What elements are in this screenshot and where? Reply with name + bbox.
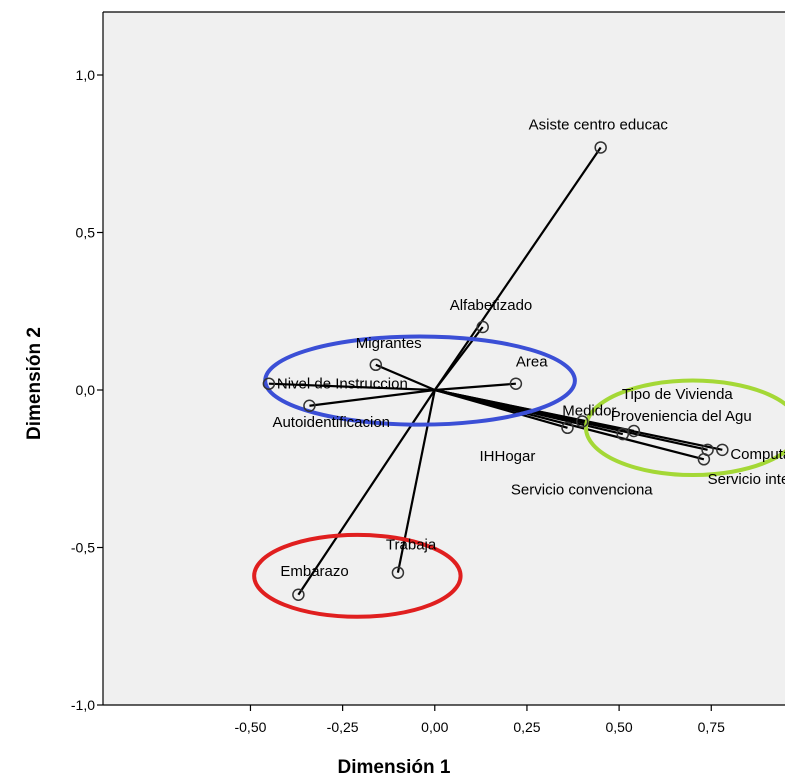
point-labels-layer: Asiste centro educac Alfabetizado Migrante… <box>272 116 785 579</box>
y-tick-label: -0,5 <box>71 540 95 556</box>
point-label: Servicio internet <box>708 471 785 488</box>
x-tick-label: -0,25 <box>327 719 359 735</box>
y-axis-title: Dimensión 2 <box>24 327 45 440</box>
data-point <box>476 320 489 334</box>
group-ellipse <box>583 378 785 478</box>
data-point <box>391 566 405 579</box>
data-point <box>369 358 383 372</box>
vector-line <box>396 389 436 573</box>
axes-layer: -0,50 -0,25 0,00 0,25 0,50 0,75 1,0 0,5 0,0 -0,5 -… <box>71 11 785 735</box>
x-tick-label: 0,75 <box>698 719 725 735</box>
data-point <box>575 415 589 428</box>
y-tick-label: 0,0 <box>76 382 96 398</box>
data-point <box>594 141 607 154</box>
data-point <box>697 453 711 466</box>
x-tick-label: -0,50 <box>234 719 266 735</box>
vector-line <box>309 388 435 407</box>
point-label: Alfabetizado <box>450 297 533 314</box>
data-point <box>509 377 523 390</box>
data-point <box>616 427 630 441</box>
data-point <box>262 377 276 390</box>
point-label: Servicio convenciona <box>511 481 653 498</box>
point-label: Area <box>516 354 548 371</box>
point-label: Trabaja <box>386 537 437 554</box>
y-tick-label: 0,5 <box>76 225 96 241</box>
x-axis-title: Dimensión 1 <box>338 757 451 778</box>
point-label: Proveniencia del Agu <box>611 408 752 425</box>
point-label: Embarazo <box>280 563 348 580</box>
vectors-layer <box>268 146 723 596</box>
points-layer <box>262 141 729 601</box>
vector-line <box>434 382 516 392</box>
y-tick-label: 1,0 <box>76 67 96 83</box>
data-point <box>303 399 316 412</box>
vector-line <box>268 382 435 392</box>
data-point <box>716 443 729 457</box>
point-label: Autoidentificacion <box>272 414 390 431</box>
data-point <box>292 588 305 601</box>
point-label: Computadora <box>730 446 785 463</box>
point-label: IHHogar <box>479 448 535 465</box>
point-label: Asiste centro educac <box>529 116 669 133</box>
y-tick-label: -1,0 <box>71 697 95 713</box>
group-ellipse <box>252 532 463 619</box>
vector-line <box>434 388 705 461</box>
x-tick-label: 0,25 <box>513 719 540 735</box>
x-tick-label: 0,50 <box>605 719 632 735</box>
vector-line <box>433 146 602 391</box>
vector-line <box>434 388 708 451</box>
vector-line <box>375 363 436 392</box>
plot-area <box>103 12 785 705</box>
point-label: Medidor <box>562 403 616 420</box>
point-label: Migrantes <box>356 335 422 352</box>
point-label: Nivel de Instruccion <box>277 376 408 393</box>
data-point <box>627 424 641 438</box>
data-point <box>561 421 574 435</box>
x-tick-label: 0,00 <box>421 719 448 735</box>
point-label: Tipo de Vivienda <box>622 386 734 403</box>
